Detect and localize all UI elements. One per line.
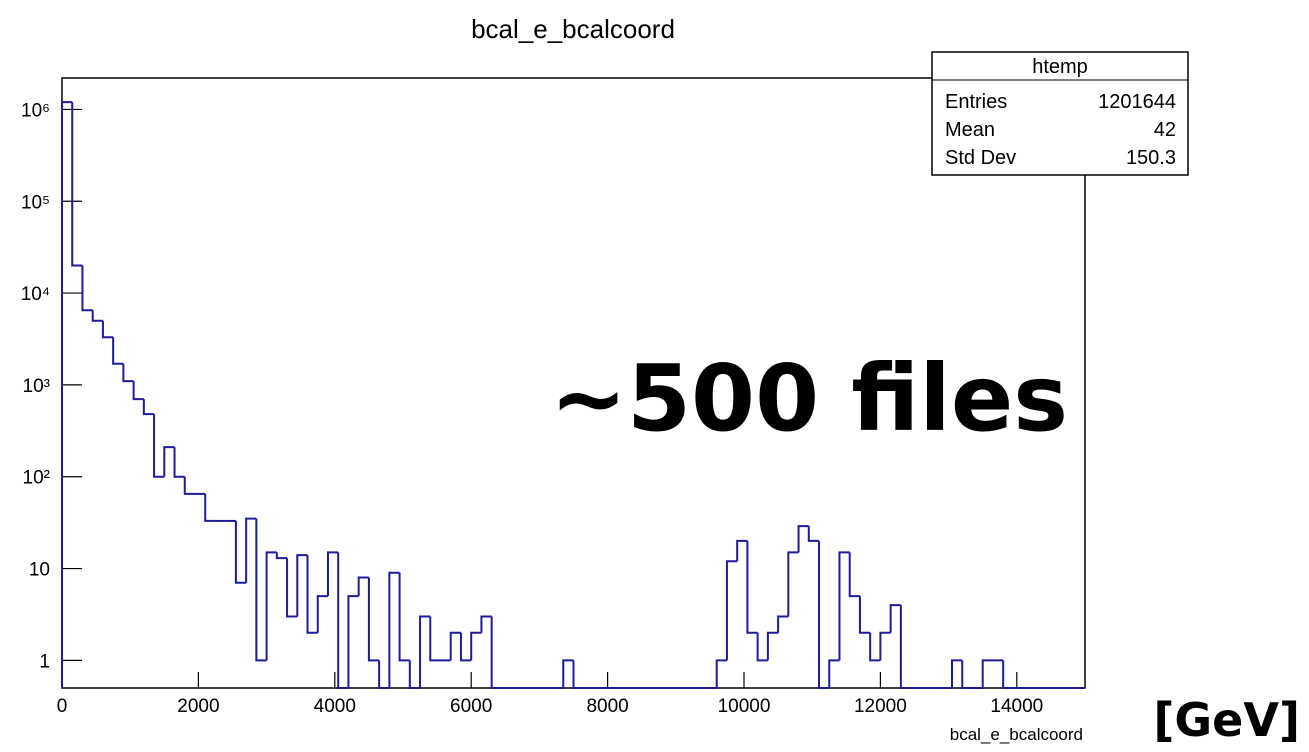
histogram-bin: [746, 540, 758, 634]
histogram-bin: [265, 551, 277, 661]
stats-label: Mean: [945, 119, 995, 141]
x-tick-label: 12000: [854, 696, 907, 717]
histogram-bin: [459, 632, 472, 662]
histogram-bin: [316, 595, 328, 633]
histogram-bin: [807, 526, 820, 542]
histogram-bin: [480, 615, 492, 633]
histogram-bin: [858, 596, 871, 634]
histogram-bin: [81, 265, 93, 312]
histogram-bin: [378, 660, 390, 689]
y-tick-label: 10⁶: [21, 100, 50, 121]
histogram-bin: [408, 660, 421, 689]
histogram-bin: [101, 320, 114, 339]
stats-value: 1201644: [1098, 91, 1176, 113]
histogram-bin: [71, 102, 83, 267]
histogram-bin: [357, 576, 369, 597]
histogram-bin: [306, 555, 318, 634]
histogram-bin: [449, 631, 461, 661]
stats-value: 42: [1154, 119, 1176, 141]
histogram-bin: [275, 552, 288, 560]
histogram-bin: [490, 616, 502, 689]
histogram-bin: [132, 381, 144, 401]
histogram-bin: [173, 447, 185, 478]
histogram-bin: [429, 616, 441, 662]
histogram-bin: [388, 571, 400, 688]
histogram-bin: [715, 659, 727, 688]
x-tick-label: 14000: [990, 696, 1043, 717]
histogram-bin: [787, 551, 799, 617]
histogram-bin: [367, 577, 380, 662]
histogram-bin: [347, 595, 359, 688]
histogram-bin: [899, 605, 912, 689]
histogram-bin: [736, 539, 748, 562]
stats-label: Entries: [945, 91, 1007, 113]
y-tick-label: 10⁵: [21, 192, 50, 213]
histogram-bin: [879, 631, 891, 661]
histogram-bin: [766, 631, 779, 661]
x-tick-label: 6000: [450, 696, 492, 717]
histogram-bin: [818, 540, 830, 689]
stats-title: htemp: [1032, 56, 1088, 78]
stats-box: [931, 51, 1189, 176]
histogram-bin: [562, 659, 574, 688]
annotation: [GeV]: [1153, 693, 1300, 747]
histogram-bin: [326, 551, 339, 597]
y-tick-label: 10⁴: [21, 284, 50, 305]
x-tick-label: 8000: [586, 696, 628, 717]
x-tick-label: 2000: [177, 696, 219, 717]
histogram-bin: [725, 560, 738, 661]
histogram-bin: [296, 554, 308, 617]
stats-label: Std Dev: [945, 147, 1016, 169]
stats-value: 150.3: [1126, 147, 1176, 169]
y-tick-label: 1: [39, 651, 50, 672]
histogram-bin: [1002, 660, 1014, 689]
histogram-bin: [828, 659, 840, 688]
histogram-bin: [470, 631, 482, 661]
histogram-bin: [848, 552, 860, 598]
histogram-bin: [869, 632, 881, 662]
histogram-bin: [981, 659, 993, 688]
y-tick-label: 10: [29, 560, 50, 581]
histogram-bin: [777, 615, 789, 633]
histogram-bin: [153, 414, 165, 478]
histogram-bin: [951, 659, 963, 688]
histogram-bin: [204, 493, 216, 522]
histogram-bin: [797, 525, 809, 553]
histogram-bin: [122, 363, 134, 383]
histogram-bin: [337, 552, 349, 689]
y-tick-label: 10²: [23, 468, 50, 489]
annotation: ~500 files: [550, 345, 1068, 452]
histogram-bin: [245, 517, 257, 583]
histogram-bin: [91, 310, 103, 322]
histogram-bin: [756, 632, 768, 662]
histogram-bin: [183, 476, 195, 495]
histogram-bin: [286, 558, 298, 618]
histogram-bin: [419, 615, 431, 688]
histogram-bin: [961, 660, 973, 689]
histogram-bin: [572, 660, 584, 689]
histogram-bin: [61, 101, 73, 688]
histogram-bin: [112, 337, 124, 365]
x-tick-label: 10000: [718, 696, 771, 717]
histogram-bin: [398, 572, 410, 662]
histogram-bin: [142, 399, 155, 416]
histogram-bin: [838, 551, 850, 661]
histogram-bin: [163, 446, 175, 477]
x-tick-label: 4000: [314, 696, 356, 717]
histogram-bin: [234, 520, 247, 584]
histogram-bin: [889, 604, 901, 633]
stats-rows: Entries 1201644 Mean 42 Std Dev 150.3: [945, 91, 1176, 169]
y-tick-label: 10³: [23, 376, 50, 397]
histogram-bin: [255, 518, 267, 662]
x-axis-label: bcal_e_bcalcoord: [950, 725, 1083, 744]
x-tick-label: 0: [57, 696, 68, 717]
chart-title: bcal_e_bcalcoord: [471, 14, 675, 44]
